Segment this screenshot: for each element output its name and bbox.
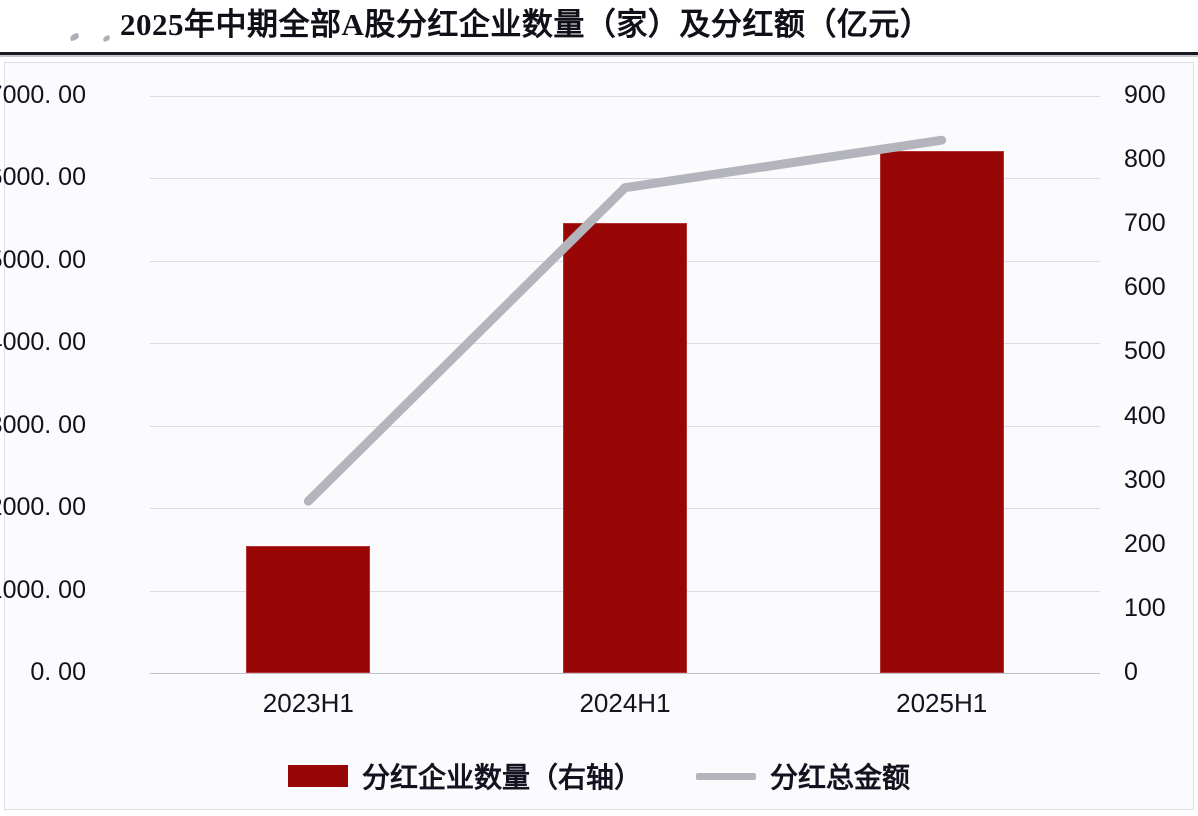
legend-bar-swatch-icon (287, 765, 348, 787)
y-axis-right-tick-label: 0 (1124, 658, 1138, 686)
legend-bar-label: 分红企业数量（右轴） (361, 763, 642, 794)
y-axis-right-tick-label: 700 (1124, 209, 1166, 238)
bar[interactable] (563, 222, 687, 673)
y-axis-left-tick-label: 6000. 00 (0, 163, 86, 192)
legend-line-swatch-icon (696, 772, 756, 780)
title-divider (0, 52, 1198, 55)
y-axis-left-tick-label: 3000. 00 (0, 410, 86, 439)
page-title: 2025年中期全部A股分红企业数量（家）及分红额（亿元） (120, 7, 932, 42)
y-axis-right-tick-label: 500 (1124, 337, 1166, 366)
chart-legend: 分红企业数量（右轴） 分红总金额 (0, 752, 1198, 800)
legend-line-label: 分红总金额 (770, 763, 911, 794)
ink-smudge-left-icon (69, 32, 80, 42)
gridline (150, 96, 1100, 97)
x-axis-tick-label: 2024H1 (579, 688, 671, 718)
y-axis-right-tick-label: 300 (1124, 465, 1166, 494)
y-axis-right-tick-label: 600 (1124, 273, 1166, 302)
bar[interactable] (879, 151, 1004, 673)
y-axis-right-tick-label: 100 (1124, 593, 1166, 622)
x-axis-tick-label: 2025H1 (896, 688, 988, 718)
y-axis-right-tick-label: 800 (1124, 145, 1166, 174)
title-divider-soft (0, 55, 1198, 57)
title-band: 2025年中期全部A股分红企业数量（家）及分红额（亿元） (0, 0, 1198, 52)
bar[interactable] (246, 546, 371, 673)
x-axis-tick-label: 2023H1 (262, 688, 354, 718)
y-axis-left-tick-label: 4000. 00 (0, 328, 86, 357)
y-axis-right-tick-label: 900 (1124, 81, 1166, 109)
plot-area (150, 96, 1100, 674)
axis-baseline (150, 673, 1100, 674)
y-axis-left-tick-label: 7000. 00 (0, 81, 86, 109)
ink-smudge-right-icon (102, 35, 111, 42)
y-axis-right-tick-label: 400 (1124, 401, 1166, 430)
legend-item-bar[interactable]: 分红企业数量（右轴） (287, 756, 642, 796)
y-axis-right-tick-label: 200 (1124, 529, 1166, 558)
y-axis-left-tick-label: 2000. 00 (0, 493, 86, 522)
y-axis-left-tick-label: 0. 00 (30, 658, 86, 686)
legend-item-line[interactable]: 分红总金额 (696, 756, 910, 796)
y-axis-left-tick-label: 5000. 00 (0, 245, 86, 274)
